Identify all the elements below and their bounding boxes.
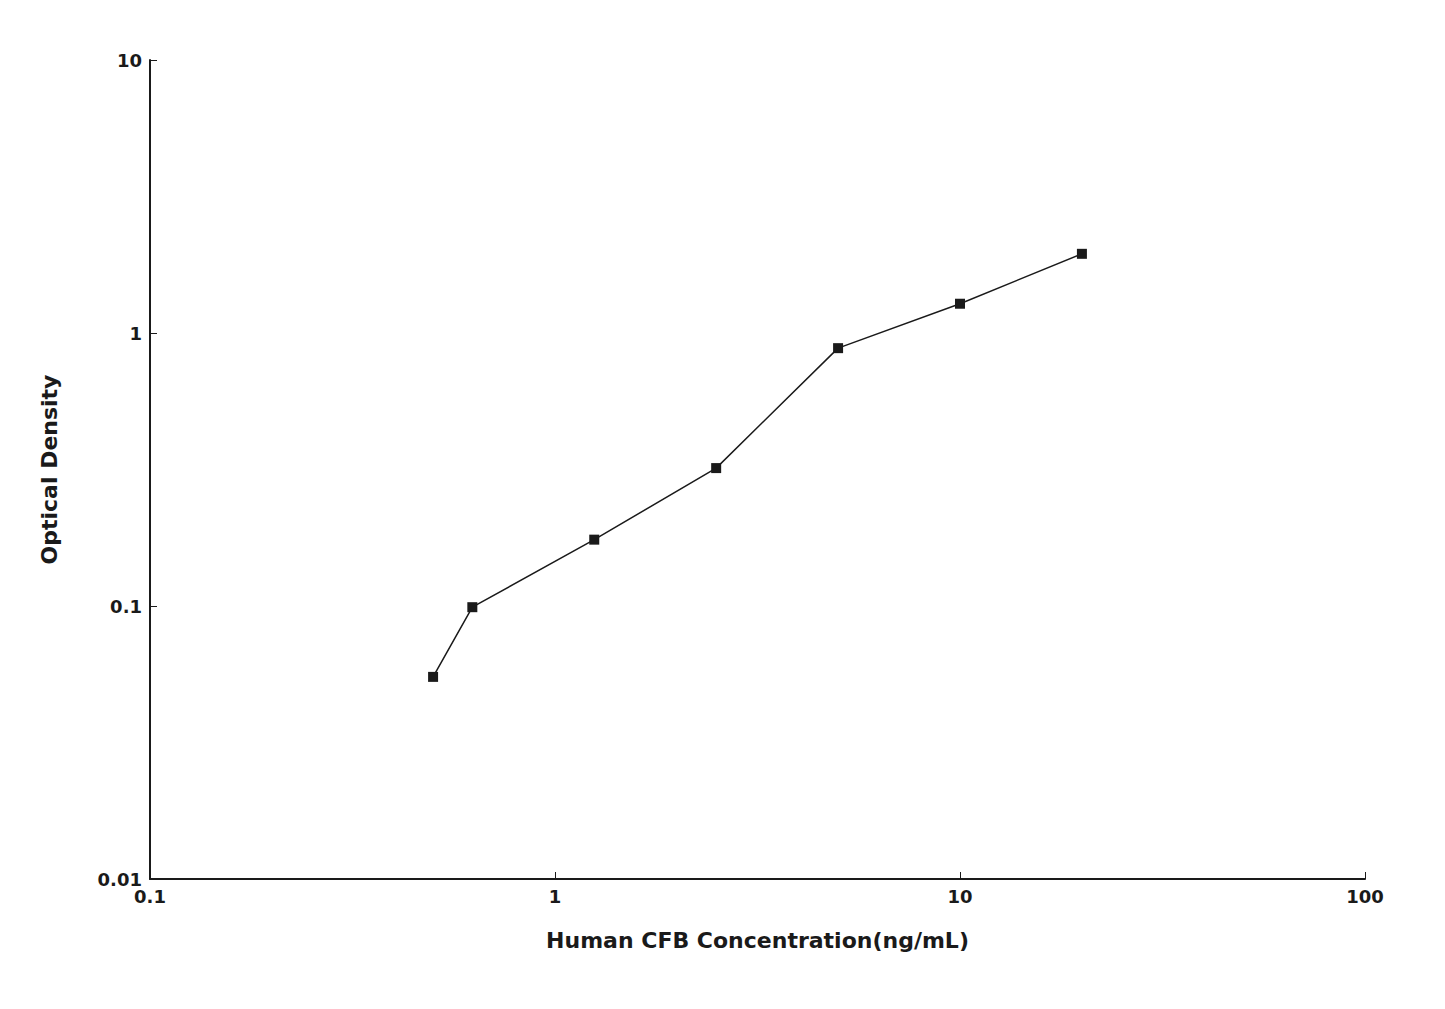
svg-text:100: 100 [1346,886,1384,907]
svg-text:0.01: 0.01 [97,868,142,890]
svg-text:10: 10 [117,50,142,71]
svg-text:Human CFB Concentration(ng/mL): Human CFB Concentration(ng/mL) [546,928,969,953]
svg-text:0.1: 0.1 [134,886,166,907]
svg-text:10: 10 [947,886,972,907]
svg-text:Optical Density: Optical Density [37,375,62,565]
svg-text:1: 1 [549,886,562,907]
svg-text:1: 1 [129,323,142,344]
svg-text:0.1: 0.1 [110,596,142,617]
